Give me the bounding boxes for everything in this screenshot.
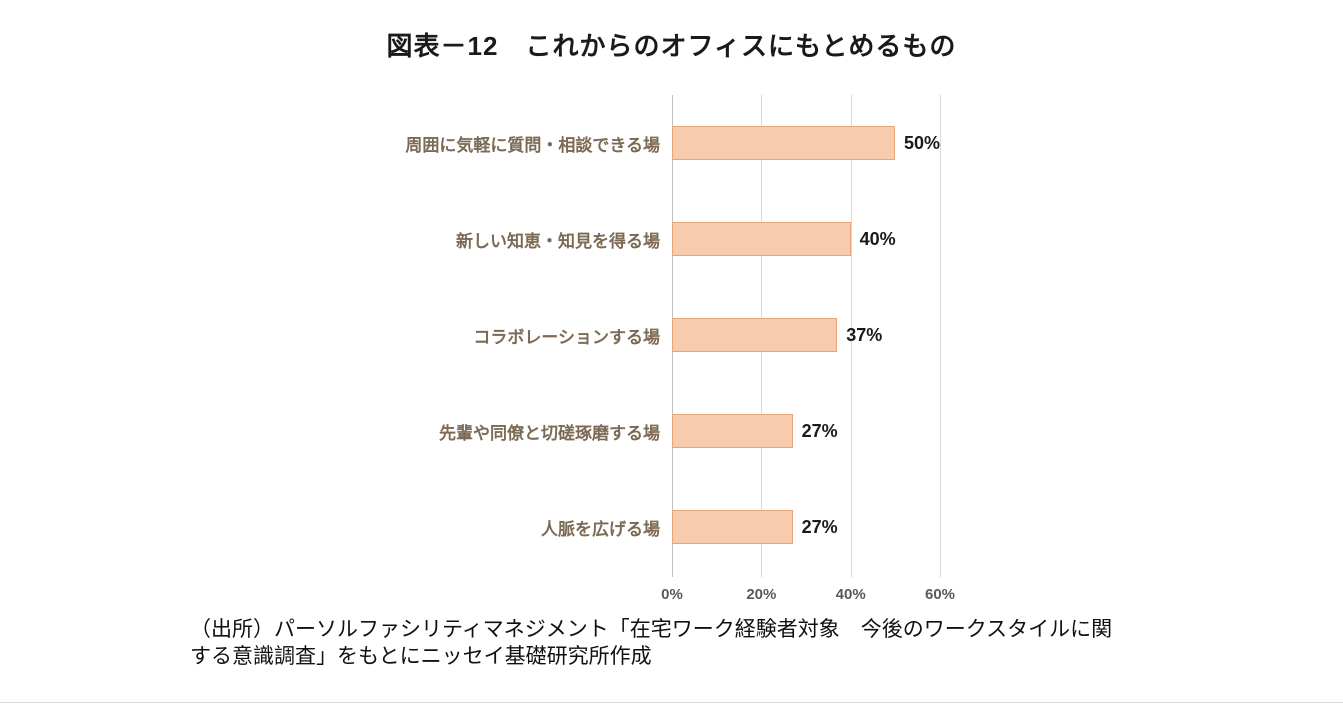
x-axis-tick: 40% [835,586,866,603]
bar-row: 人脈を広げる場 27% [0,479,1343,575]
footer-divider [0,702,1343,703]
bar-rows: 周囲に気軽に質問・相談できる場 50% 新しい知恵・知見を得る場 40% コラボ… [0,95,1343,575]
value-label: 40% [859,228,896,249]
bar [672,318,838,352]
bar [672,510,793,544]
x-axis-tick: 0% [661,586,683,603]
value-label: 27% [801,420,838,441]
bar-row: 新しい知恵・知見を得る場 40% [0,191,1343,287]
bar-track: 27% [672,510,940,544]
gridline-40pct [850,95,852,577]
bar-track: 50% [672,126,940,160]
source-note-line1: （出所）パーソルファシリティマネジメント「在宅ワーク経験者対象 今後のワークスタ… [190,618,1113,641]
bar [672,126,895,160]
value-label: 50% [903,132,940,153]
x-axis-tick: 60% [924,586,956,603]
category-label: 新しい知恵・知見を得る場 [456,231,660,251]
bar-track: 40% [672,222,940,256]
value-label: 37% [846,324,883,345]
x-axis: 0% 20% 40% 60% [661,586,955,606]
category-label: 人脈を広げる場 [541,519,660,539]
x-axis-tick: 20% [746,586,777,603]
bar [672,414,793,448]
bar-track: 37% [672,318,940,352]
bar-row: 周囲に気軽に質問・相談できる場 50% [0,95,1343,191]
source-note: （出所）パーソルファシリティマネジメント「在宅ワーク経験者対象 今後のワークスタ… [190,616,1230,671]
value-label: 27% [801,516,838,537]
source-note-line2: する意識調査」をもとにニッセイ基礎研究所作成 [190,645,652,669]
bar [672,222,851,256]
chart-title: 図表－12 これからのオフィスにもとめるもの [386,31,957,61]
category-label: 周囲に気軽に質問・相談できる場 [405,135,660,155]
category-label: 先輩や同僚と切磋琢磨する場 [439,423,660,443]
bar-row: コラボレーションする場 37% [0,287,1343,383]
gridline-60pct [940,95,941,577]
bar-track: 27% [672,414,940,448]
category-label: コラボレーションする場 [473,327,660,347]
bar-row: 先輩や同僚と切磋琢磨する場 27% [0,383,1343,479]
